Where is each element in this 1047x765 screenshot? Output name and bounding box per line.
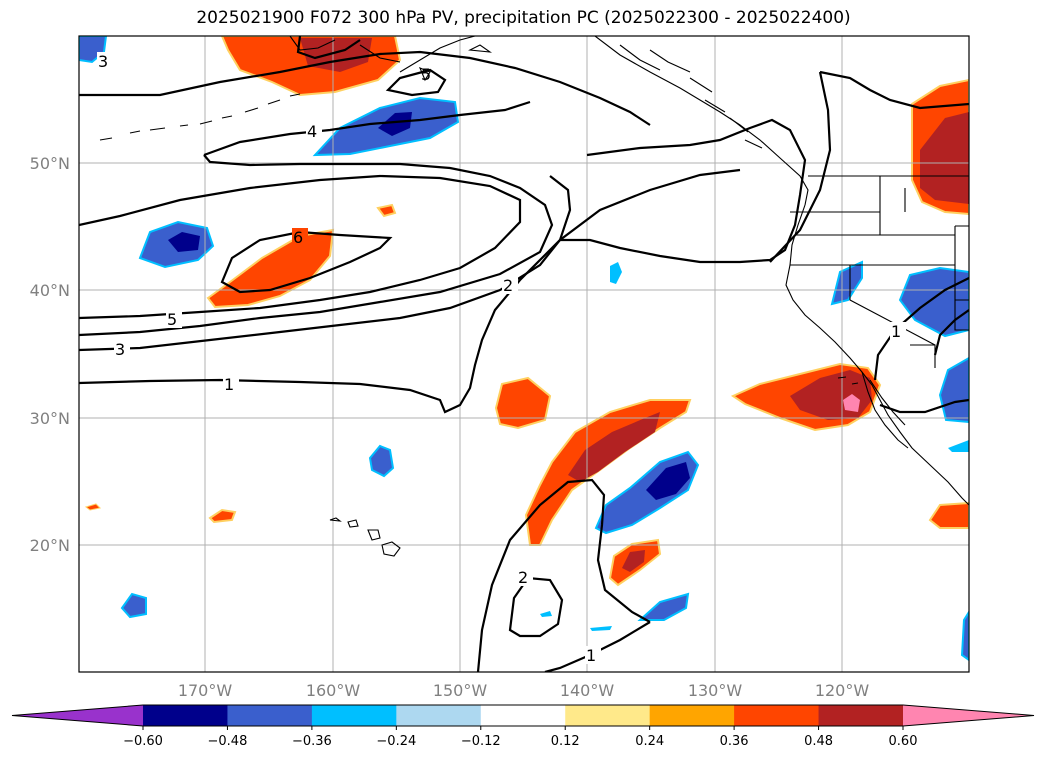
pv-contour-gyre-2: [79, 154, 554, 337]
pv-contour-label: 5: [167, 310, 177, 329]
map-frame: [78, 35, 970, 673]
lat-tick-labels: 50°N 40°N 30°N 20°N: [30, 154, 70, 555]
colorbar-tick-label: 0.36: [720, 734, 749, 749]
precip-positive-subtropical-a: [494, 376, 552, 430]
colorbar-swatch: [734, 705, 820, 726]
colorbar-swatch: [227, 705, 313, 726]
pv-contour-label: 4: [307, 122, 317, 141]
pv-contour-label: 3: [98, 52, 108, 71]
precip-negative-small-f: [540, 611, 552, 617]
precip-negative-great-basin: [898, 266, 969, 338]
lat-tick-label: 20°N: [30, 536, 70, 555]
colorbar-swatch: [480, 705, 566, 726]
precip-positive-small-h: [84, 503, 102, 511]
colorbar-swatch: [649, 705, 735, 726]
colorbar-swatch: [396, 705, 482, 726]
pv-contour-ridge-east: [819, 70, 969, 110]
colorbar-tick-label: 0.12: [551, 734, 580, 749]
lat-tick-label: 40°N: [30, 281, 70, 300]
colorbar-tick-label: 0.24: [635, 734, 664, 749]
precip-negative-east-edge-b: [960, 610, 969, 662]
colorbar-tick-label: −0.36: [292, 734, 332, 749]
precip-negative-small-c: [368, 444, 395, 478]
pv-contour-label: 3: [115, 340, 125, 359]
lon-tick-label: 120°W: [815, 681, 870, 700]
lon-tick-label: 170°W: [178, 681, 233, 700]
pv-contour-5-north: [385, 68, 447, 97]
map-background: [79, 36, 969, 672]
precip-positive-subtropical-b-core: [622, 550, 645, 572]
colorbar-tick-label: 0.48: [804, 734, 833, 749]
pv-contour-1-east: [873, 277, 969, 381]
colorbar-tick-label: −0.60: [123, 734, 163, 749]
lat-tick-label: 30°N: [30, 409, 70, 428]
precip-shading: [79, 36, 969, 662]
precip-negative-east-edge-a: [938, 356, 969, 424]
pv-contour-1-east-b: [879, 398, 969, 414]
lon-tick-label: 160°W: [306, 681, 361, 700]
pv-contour-gyre-3: [79, 175, 572, 352]
pv-contour-2-south-loop: [508, 576, 564, 638]
precip-negative-small-d: [637, 592, 690, 621]
lat-tick-label: 50°N: [30, 154, 70, 173]
colorbar: −0.60 −0.48 −0.36 −0.24 −0.12 0.12 0.24 0.36 0.4…: [11, 704, 1035, 749]
pv-contour-2-mid: [560, 118, 807, 264]
precip-positive-small-a: [376, 203, 397, 218]
pv-contour-label: 1: [224, 375, 234, 394]
colorbar-tick-label: −0.12: [461, 734, 501, 749]
pv-contour-label: 1: [891, 322, 901, 341]
precip-positive-diagonal-band: [524, 399, 692, 546]
precip-negative-california: [830, 260, 863, 306]
pv-contour-labels: 3 5 4 6 5 3 1 2 2 1 1: [97, 52, 906, 665]
pv-contour-1-south: [476, 478, 651, 672]
pv-contour-gyre-1: [79, 174, 522, 320]
pv-contour-alaska-loop: [296, 36, 361, 60]
precip-positive-central-n: [206, 228, 335, 309]
pv-contour-4-north: [203, 100, 531, 157]
precip-negative-n-pacific-core: [378, 112, 412, 136]
colorbar-extend-low: [12, 705, 143, 726]
precip-negative-diagonal-band-core: [646, 462, 690, 500]
colorbar-swatch: [143, 705, 228, 726]
lon-tick-label: 130°W: [688, 681, 743, 700]
pv-contour-ridge-loop: [769, 71, 832, 263]
precip-negative-aleutian-south-core: [168, 232, 200, 252]
pv-contour-3-north: [79, 50, 651, 126]
pv-contour-label: 1: [586, 646, 596, 665]
precip-negative-small-b: [610, 262, 622, 284]
pv-contour-6: [220, 230, 393, 294]
colorbar-swatch: [565, 705, 651, 726]
colorbar-extend-high: [903, 705, 1034, 726]
precip-negative-small-e: [590, 626, 612, 631]
precip-positive-diagonal-band-core: [568, 412, 660, 482]
lon-tick-labels: 170°W 160°W 150°W 140°W 130°W 120°W: [178, 681, 870, 700]
pv-contour-label: 2: [518, 568, 528, 587]
colorbar-tick-label: 0.60: [889, 734, 918, 749]
map-title: 2025021900 F072 300 hPa PV, precipitatio…: [196, 8, 851, 28]
precip-positive-baja-west-peak: [843, 394, 860, 412]
pv-contour-label: 2: [503, 276, 513, 295]
pv-contour-label: 6: [293, 228, 303, 247]
precip-positive-east-edge: [928, 501, 969, 529]
colorbar-tick-label: −0.48: [208, 734, 248, 749]
pv-contour-east-edge: [933, 309, 969, 356]
pv-contour-label: 5: [421, 65, 431, 84]
lon-tick-label: 140°W: [560, 681, 615, 700]
lon-tick-label: 150°W: [433, 681, 488, 700]
precip-negative-east-edge-c: [948, 440, 969, 452]
coastlines: [99, 36, 969, 557]
precip-positive-pac-nw-core: [920, 112, 969, 204]
graticule: [79, 36, 969, 672]
pv-contour-1-west: [79, 168, 741, 414]
colorbar-swatch: [311, 705, 397, 726]
precip-negative-small-i: [120, 592, 147, 619]
precip-positive-small-g: [208, 508, 237, 524]
colorbar-tick-label: −0.24: [376, 734, 416, 749]
colorbar-swatch: [818, 705, 904, 726]
